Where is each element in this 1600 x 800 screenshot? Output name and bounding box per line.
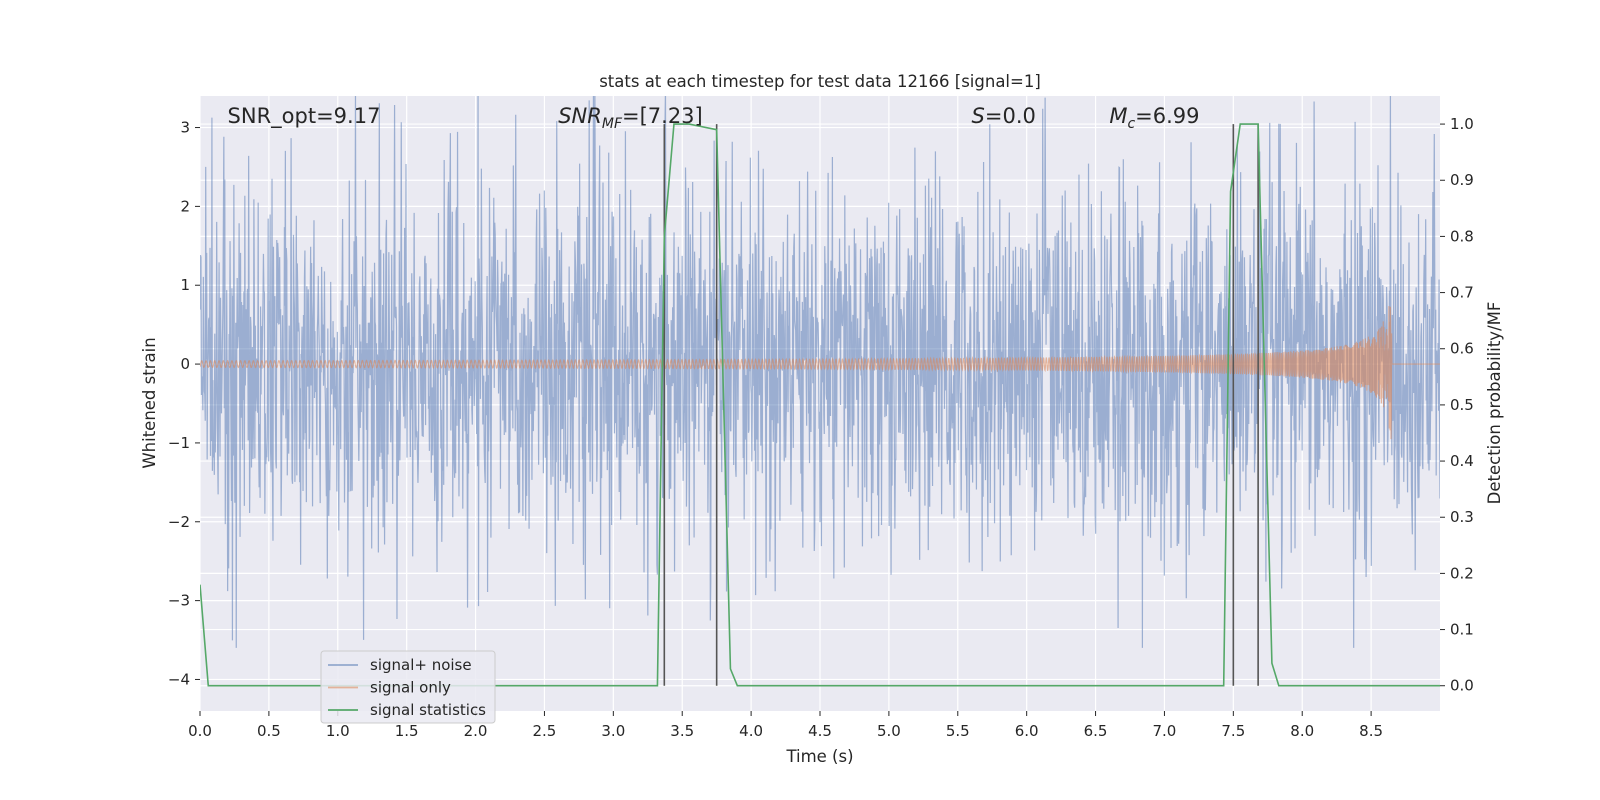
x-tick-label: 6.0	[1015, 722, 1039, 740]
x-tick-label: 5.0	[877, 722, 901, 740]
y-tick-label-right: 0.7	[1450, 284, 1474, 302]
x-tick-label: 6.5	[1084, 722, 1108, 740]
y-tick-label-left: −4	[168, 670, 190, 688]
y-axis-right-ticks: 0.0 0.1 0.2 0.3 0.4 0.5 0.6 0.7 0.8 0.9 1.0	[1440, 115, 1474, 695]
plot-series	[200, 96, 1440, 687]
x-tick-label: 2.5	[533, 722, 557, 740]
legend-label: signal only	[370, 679, 451, 697]
vertical-markers	[663, 124, 1259, 686]
x-tick-label: 5.5	[946, 722, 970, 740]
x-tick-label: 1.0	[326, 722, 350, 740]
x-axis-ticks: 0.0 0.5 1.0 1.5 2.0 2.5 3.0 3.5 4.0 4.5 5.0 5.5 6.0 6…	[188, 711, 1383, 740]
x-tick-label: 8.5	[1359, 722, 1383, 740]
annotations: SNR_opt=9.17 SNRMF=[7.23] S=0.0 Mc=6.99	[228, 104, 1200, 132]
y-tick-label-right: 0.1	[1450, 621, 1474, 639]
y-tick-label-right: 0.6	[1450, 340, 1474, 358]
y-tick-label-left: 0	[180, 355, 190, 373]
y-axis-label-right: Detection probability/MF	[1485, 302, 1504, 505]
x-tick-label: 0.5	[257, 722, 281, 740]
y-tick-label-right: 0.9	[1450, 171, 1474, 189]
y-tick-label-left: 3	[180, 119, 190, 137]
legend-box	[320, 650, 496, 724]
annotation-mc: Mc=6.99	[1109, 104, 1199, 132]
annotation-snr-mf: SNRMF=[7.23]	[558, 104, 703, 132]
chart-title: stats at each timestep for test data 121…	[599, 72, 1041, 91]
x-tick-label: 7.0	[1153, 722, 1177, 740]
series-line-signal-statistics	[200, 123, 1440, 687]
y-tick-label-left: 2	[180, 197, 190, 215]
x-tick-label: 2.0	[464, 722, 488, 740]
y-tick-label-right: 0.4	[1450, 452, 1474, 470]
y-tick-label-right: 1.0	[1450, 115, 1474, 133]
y-axis-left-ticks: −4 −3 −2 −1 0 1 2 3	[168, 119, 200, 688]
y-tick-label-left: 1	[180, 276, 190, 294]
y-axis-label-left: Whitened strain	[140, 337, 159, 468]
annotation-s-stat: S=0.0	[972, 104, 1036, 128]
legend-label: signal+ noise	[370, 656, 472, 674]
y-tick-label-left: −2	[168, 513, 190, 531]
y-tick-label-right: 0.3	[1450, 508, 1474, 526]
y-tick-label-left: −3	[168, 592, 190, 610]
legend-label: signal statistics	[370, 701, 486, 719]
y-tick-label-left: −1	[168, 434, 190, 452]
y-tick-label-right: 0.0	[1450, 677, 1474, 695]
x-tick-label: 4.5	[808, 722, 832, 740]
x-tick-label: 3.0	[601, 722, 625, 740]
x-tick-label: 0.0	[188, 722, 212, 740]
y-tick-label-right: 0.2	[1450, 564, 1474, 582]
annotation-snr-opt: SNR_opt=9.17	[228, 104, 381, 129]
x-axis-label: Time (s)	[785, 747, 853, 766]
legend: signal+ noise signal only signal statistic…	[320, 650, 496, 724]
x-tick-label: 7.5	[1221, 722, 1245, 740]
x-tick-label: 3.5	[670, 722, 694, 740]
y-tick-label-right: 0.8	[1450, 227, 1474, 245]
x-tick-label: 4.0	[739, 722, 763, 740]
y-tick-label-right: 0.5	[1450, 396, 1474, 414]
x-tick-label: 8.0	[1290, 722, 1314, 740]
x-tick-label: 1.5	[395, 722, 419, 740]
